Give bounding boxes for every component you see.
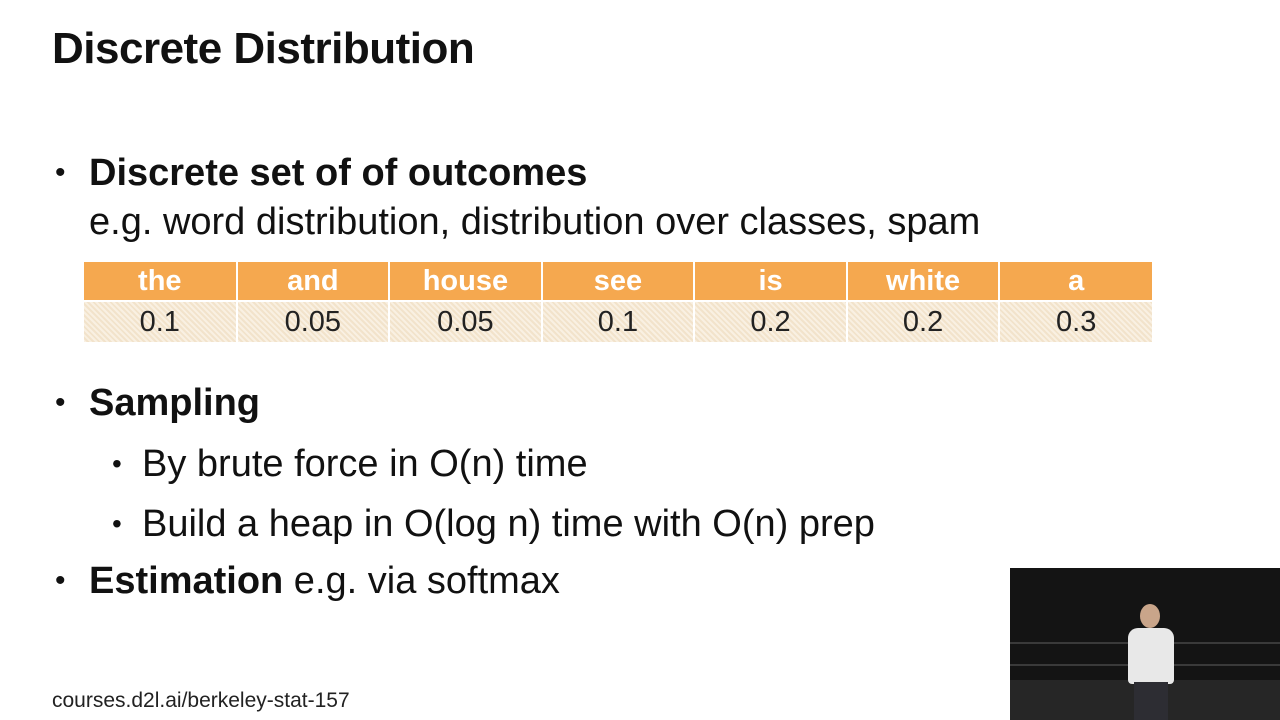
bullet-outcomes-heading: Discrete set of of outcomes (89, 152, 588, 194)
sub-bullet-text: By brute force in O(n) time (142, 443, 588, 485)
table-cell: 0.1 (541, 300, 696, 342)
sub-bullet-brute-force: • By brute force in O(n) time (112, 441, 588, 487)
table-header-row: the and house see is white a (84, 262, 1152, 301)
table-cell: 0.1 (84, 300, 238, 342)
table-header-cell: a (999, 262, 1152, 301)
sub-bullet-heap: • Build a heap in O(log n) time with O(n… (112, 501, 875, 547)
table-header-cell: white (846, 262, 1001, 301)
table-cell: 0.2 (694, 300, 848, 342)
speaker-shirt (1128, 628, 1174, 684)
sub-bullet-text: Build a heap in O(log n) time with O(n) … (142, 503, 875, 545)
table-header-cell: and (236, 262, 391, 301)
table-cell: 0.05 (389, 300, 543, 342)
speaker-video-inset (1010, 568, 1280, 720)
footer-url: courses.d2l.ai/berkeley-stat-157 (52, 689, 350, 712)
table-cell: 0.3 (999, 300, 1152, 342)
table-header-cell: is (694, 262, 848, 301)
bullet-dot: • (112, 508, 122, 539)
bullet-dot: • (55, 386, 66, 419)
bullet-estimation-heading: Estimation (89, 560, 284, 602)
bullet-dot: • (55, 156, 66, 189)
bullet-dot: • (55, 564, 66, 597)
table-cell: 0.2 (846, 300, 1001, 342)
bullet-sampling-heading: Sampling (89, 382, 261, 424)
speaker-legs (1134, 682, 1168, 720)
table-row: 0.1 0.05 0.05 0.1 0.2 0.2 0.3 (84, 300, 1152, 342)
speaker-head (1140, 604, 1160, 628)
bullet-estimation-rest: e.g. via softmax (283, 560, 560, 602)
bullet-estimation: • Estimation e.g. via softmax (55, 558, 560, 604)
table-header-cell: house (389, 262, 543, 301)
bullet-outcomes-example: e.g. word distribution, distribution ove… (89, 201, 981, 243)
table-header-cell: the (84, 262, 238, 301)
word-probability-table: the and house see is white a 0.1 0.05 0.… (84, 262, 1152, 342)
table-header-cell: see (541, 262, 696, 301)
bullet-outcomes: • Discrete set of of outcomes (55, 150, 588, 196)
table-cell: 0.05 (236, 300, 391, 342)
bullet-dot: • (112, 448, 122, 479)
slide-title: Discrete Distribution (52, 24, 475, 73)
bullet-sampling: • Sampling (55, 380, 261, 426)
